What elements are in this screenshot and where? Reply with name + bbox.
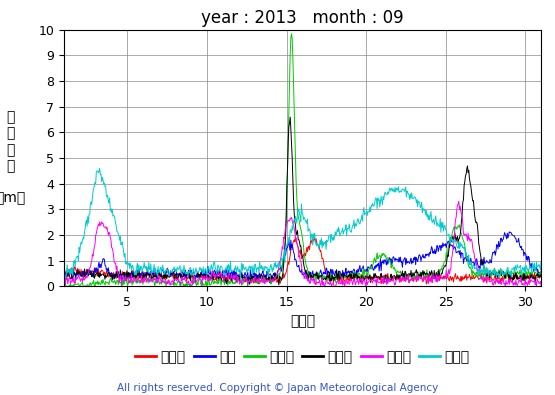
X-axis label: （日）: （日） — [290, 315, 315, 329]
Text: All rights reserved. Copyright © Japan Meteorological Agency: All rights reserved. Copyright © Japan M… — [117, 383, 438, 393]
Y-axis label: 有
義
波
高

（m）: 有 義 波 高 （m） — [0, 111, 26, 205]
Legend: 上ノ国, 唐桑, 石廈崎, 経ヶ尬, 生月島, 屋久島: 上ノ国, 唐桑, 石廈崎, 経ヶ尬, 生月島, 屋久島 — [130, 345, 475, 370]
Title: year : 2013   month : 09: year : 2013 month : 09 — [201, 9, 404, 27]
